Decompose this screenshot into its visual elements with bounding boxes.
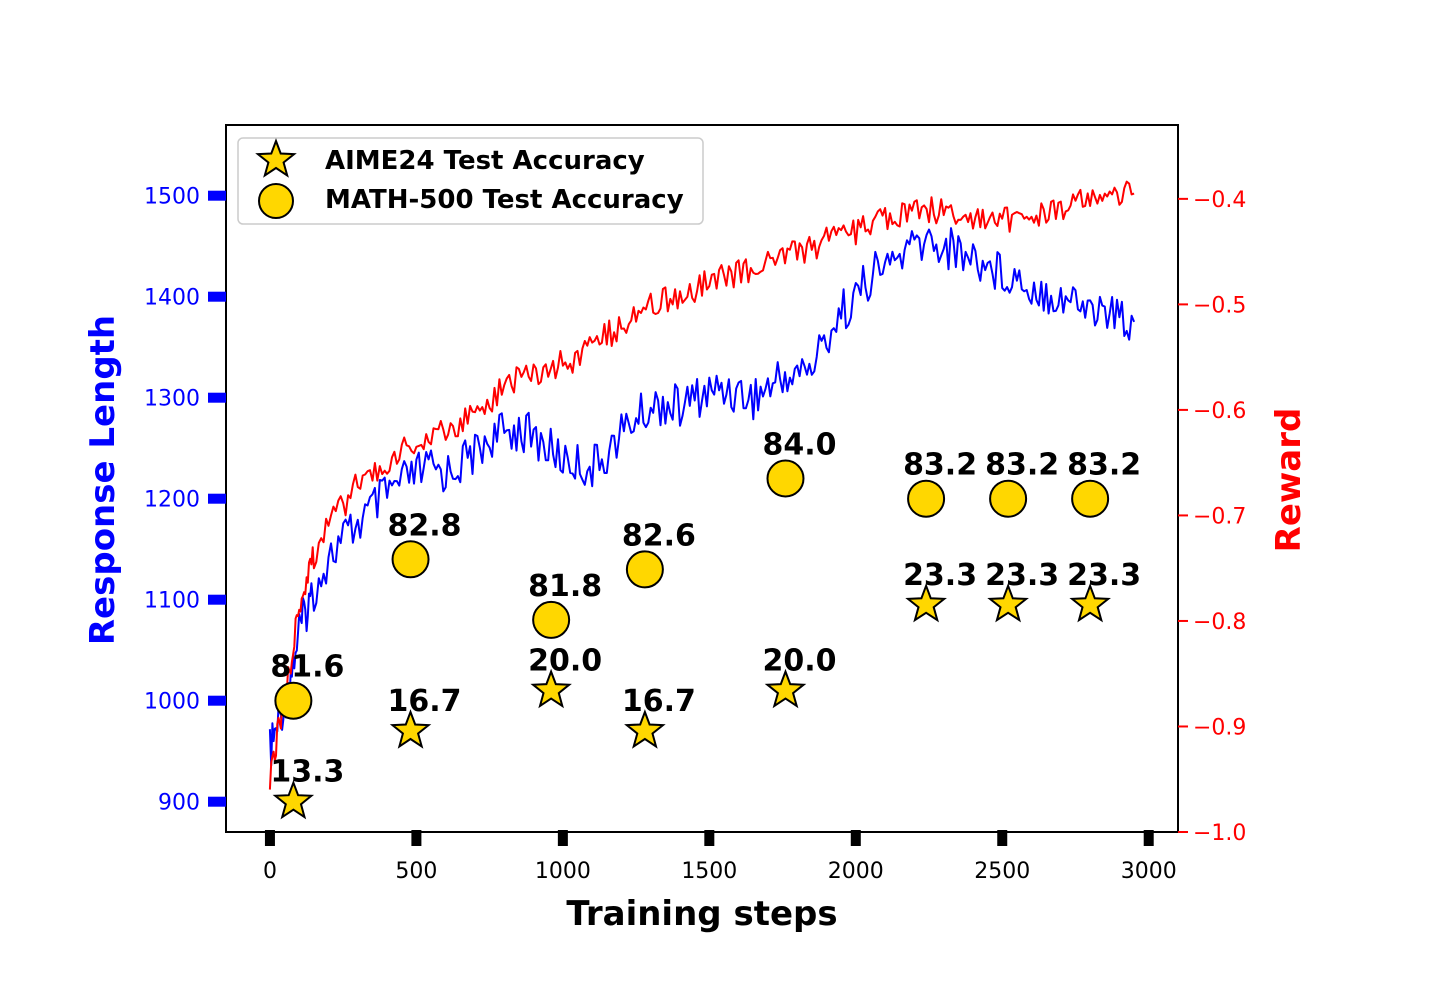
x-axis-title: Training steps <box>566 894 837 934</box>
aime24-accuracy-label: 16.7 <box>622 684 696 719</box>
aime24-accuracy-label: 23.3 <box>985 558 1059 593</box>
x-axis: 0 500 1000 1500 2000 2500 3000 <box>263 830 1177 884</box>
aime24-accuracy-label: 20.0 <box>762 644 836 679</box>
markers-layer: 13.316.720.016.720.023.3 23.3 23.381.682.8… <box>270 428 1141 820</box>
x-tick-label: 2500 <box>974 859 1030 884</box>
x-tick-mark <box>411 830 422 846</box>
aime24-accuracy-label: 20.0 <box>528 644 602 679</box>
y-left-tick-mark <box>208 493 226 504</box>
x-tick-label: 0 <box>263 859 277 884</box>
y-right-tick-label: −0.7 <box>1193 504 1246 529</box>
aime24-star-marker <box>764 668 807 709</box>
y-left-tick-label: 1100 <box>144 589 200 614</box>
math500-accuracy-label: 83.2 <box>903 448 977 483</box>
response-length-line <box>268 227 1136 767</box>
y-left-tick-mark <box>208 594 226 605</box>
legend-circle-icon <box>258 183 294 219</box>
aime24-accuracy-label: 13.3 <box>270 755 344 790</box>
legend-box <box>237 137 704 225</box>
math500-accuracy-label: 82.8 <box>388 508 462 543</box>
y-left-tick-label: 1400 <box>144 286 200 311</box>
math500-accuracy-label: 83.2 <box>1067 448 1141 483</box>
y-left-tick-mark <box>208 695 226 706</box>
y-axis-right-title: Reward <box>1269 408 1309 553</box>
x-tick-mark <box>1143 830 1154 846</box>
x-tick-label: 1000 <box>535 859 591 884</box>
y-left-tick-label: 1000 <box>144 690 200 715</box>
legend-star-icon <box>255 138 297 178</box>
aime24-star-marker <box>1069 582 1111 623</box>
y-right-tick-label: −0.9 <box>1193 715 1246 740</box>
aime24-star-marker <box>987 582 1029 623</box>
y-left-tick-mark <box>208 291 226 302</box>
y-right-tick-label: −0.8 <box>1193 610 1246 635</box>
x-tick-label: 3000 <box>1121 859 1177 884</box>
aime24-star-marker <box>905 582 947 623</box>
aime24-star-marker <box>272 779 315 820</box>
reward-line <box>268 180 1135 790</box>
y-left-tick-label: 900 <box>158 791 200 816</box>
y-right-tick-label: −0.4 <box>1193 188 1246 213</box>
math500-circle-marker <box>1071 479 1110 518</box>
x-tick-label: 1500 <box>681 859 737 884</box>
math500-accuracy-label: 81.8 <box>528 569 602 604</box>
math500-circle-marker <box>625 550 664 589</box>
aime24-accuracy-label: 23.3 <box>1067 558 1141 593</box>
x-tick-mark <box>264 830 275 846</box>
x-tick-mark <box>850 830 861 846</box>
aime24-star-marker <box>389 709 432 749</box>
y-left-tick-mark <box>208 392 226 403</box>
y-axis-left: 900 1000 1100 1200 1300 1400 1500 <box>144 185 226 816</box>
math500-accuracy-label: 84.0 <box>762 428 836 463</box>
y-left-tick-label: 1200 <box>144 488 200 513</box>
plot-area-frame <box>225 124 1179 833</box>
y-right-tick-label: −0.5 <box>1193 293 1246 318</box>
x-tick-mark <box>704 830 715 846</box>
x-tick-mark <box>997 830 1008 846</box>
math500-circle-marker <box>532 600 571 639</box>
legend: AIME24 Test Accuracy MATH-500 Test Accur… <box>237 137 704 225</box>
math500-accuracy-label: 81.6 <box>270 650 344 685</box>
math500-circle-marker <box>907 479 946 518</box>
math500-circle-marker <box>391 540 430 579</box>
legend-label-math500: MATH-500 Test Accuracy <box>325 185 684 215</box>
y-left-tick-label: 1500 <box>144 185 200 210</box>
math500-circle-marker <box>989 479 1028 518</box>
aime24-star-marker <box>530 668 572 709</box>
y-right-tick-label: −0.6 <box>1193 399 1246 424</box>
y-axis-right: −1.0 −0.9 −0.8 −0.7 −0.6 −0.5 −0.4 <box>1178 188 1246 846</box>
y-left-tick-mark <box>208 796 226 807</box>
x-tick-label: 2000 <box>828 859 884 884</box>
math500-accuracy-label: 83.2 <box>985 448 1059 483</box>
aime24-accuracy-label: 23.3 <box>903 558 977 593</box>
aime24-star-marker <box>624 709 666 749</box>
y-right-tick-label: −1.0 <box>1193 821 1246 846</box>
x-tick-label: 500 <box>395 859 437 884</box>
y-left-tick-label: 1300 <box>144 387 200 412</box>
math500-accuracy-label: 82.6 <box>622 518 696 553</box>
y-axis-left-title: Response Length <box>83 315 123 645</box>
aime24-accuracy-label: 16.7 <box>388 684 462 719</box>
math500-circle-marker <box>766 459 805 498</box>
x-tick-mark <box>557 830 568 846</box>
plot-lines <box>268 180 1136 790</box>
legend-label-aime24: AIME24 Test Accuracy <box>325 146 645 176</box>
y-left-tick-mark <box>208 190 226 201</box>
math500-circle-marker <box>274 681 313 720</box>
